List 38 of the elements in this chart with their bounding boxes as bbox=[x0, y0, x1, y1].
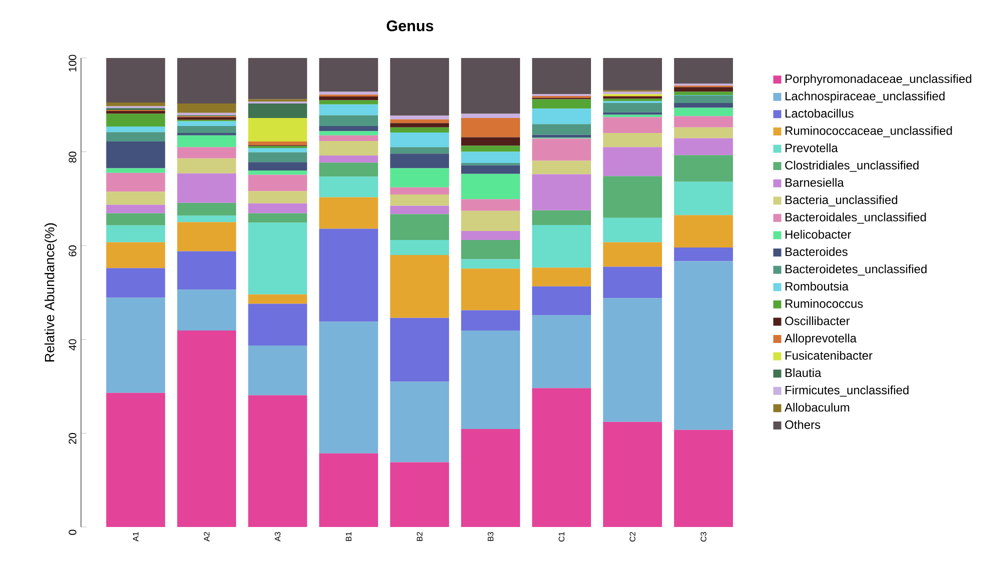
legend-label: Bacteroidetes_unclassified bbox=[786, 264, 927, 276]
legend-label: Others bbox=[785, 420, 820, 429]
legend-label: Firmicutes_unclassified bbox=[786, 386, 908, 397]
y-tick-label: 0 bbox=[68, 530, 76, 535]
x-tick-label: C2 bbox=[630, 532, 636, 542]
legend-label: Lachnospiraceae_unclassified bbox=[786, 92, 945, 103]
legend-label: Oscillibacter bbox=[785, 316, 850, 326]
y-tick-label: 100 bbox=[68, 54, 76, 72]
legend-label: Ruminococcaceae_unclassified bbox=[786, 126, 952, 138]
legend-label: Ruminococcus bbox=[786, 299, 863, 308]
x-tick-label: A3 bbox=[274, 532, 280, 542]
legend-label: Fusicatenibacter bbox=[786, 350, 872, 360]
legend-label: Barnesiella bbox=[786, 178, 844, 187]
legend-label: Bacteria_unclassified bbox=[786, 195, 898, 206]
x-tick-label: B1 bbox=[346, 532, 352, 541]
legend-label: Porphyromonadaceae_unclassified bbox=[786, 74, 972, 86]
legend-label: Romboutsia bbox=[786, 282, 849, 291]
y-tick-label: 20 bbox=[68, 433, 76, 444]
legend-label: Bacteroidales_unclassified bbox=[786, 212, 926, 224]
y-tick-label: 40 bbox=[68, 339, 76, 350]
x-tick-label: B3 bbox=[488, 532, 494, 541]
x-tick-label: C3 bbox=[700, 532, 706, 542]
x-tick-label: C1 bbox=[558, 532, 564, 542]
legend-label: Alloprevotella bbox=[784, 334, 857, 345]
legend-label: Bacteroides bbox=[786, 247, 848, 256]
x-tick-label: B2 bbox=[416, 532, 422, 541]
legend-label: Allobaculum bbox=[784, 402, 850, 412]
legend-label: Prevotella bbox=[786, 143, 838, 152]
y-tick-label: 60 bbox=[68, 245, 76, 256]
legend-label: Helicobacter bbox=[786, 230, 852, 239]
chart-title: Genus bbox=[386, 20, 434, 32]
y-tick-label: 80 bbox=[68, 152, 76, 163]
x-tick-label: A1 bbox=[132, 532, 138, 542]
y-axis-title: Relative Abundance(%) bbox=[44, 223, 57, 362]
x-tick-label: A2 bbox=[204, 532, 210, 542]
legend-label: Blautia bbox=[786, 368, 822, 378]
legend-label: Lactobacillus bbox=[786, 108, 854, 118]
legend-label: Clostridiales_unclassified bbox=[785, 160, 918, 172]
